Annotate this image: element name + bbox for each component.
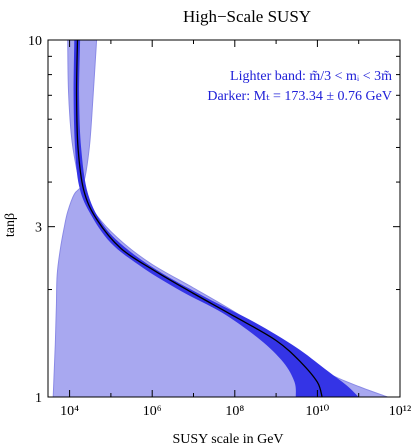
x-tick-label: 10¹⁰ bbox=[305, 404, 329, 419]
light-band bbox=[52, 40, 388, 397]
x-axis-label: SUSY scale in GeV bbox=[172, 432, 283, 447]
central-line bbox=[75, 40, 323, 397]
plot-frame bbox=[47, 39, 401, 398]
chart-title: High−Scale SUSY bbox=[183, 7, 311, 26]
y-tick-label: 1 bbox=[35, 391, 42, 406]
y-tick-label: 10 bbox=[28, 34, 42, 49]
x-tick-label: 10⁸ bbox=[225, 404, 244, 419]
y-axis-label: tanβ bbox=[3, 213, 18, 237]
annotation-lighter-band: Lighter band: m̃/3 < mᵢ < 3m̃ bbox=[230, 69, 392, 84]
x-tick-label: 10⁶ bbox=[143, 404, 162, 419]
plot-area bbox=[52, 40, 388, 397]
axis-ticks: 10⁴ 10⁶ 10⁸ 10¹⁰ 10¹² 1 3 10 bbox=[28, 34, 411, 419]
x-tick-label: 10⁴ bbox=[60, 404, 79, 419]
annotation-darker-band: Darker: Mₜ = 173.34 ± 0.76 GeV bbox=[207, 89, 392, 104]
x-tick-label: 10¹² bbox=[389, 404, 411, 419]
y-tick-label: 3 bbox=[35, 221, 42, 236]
